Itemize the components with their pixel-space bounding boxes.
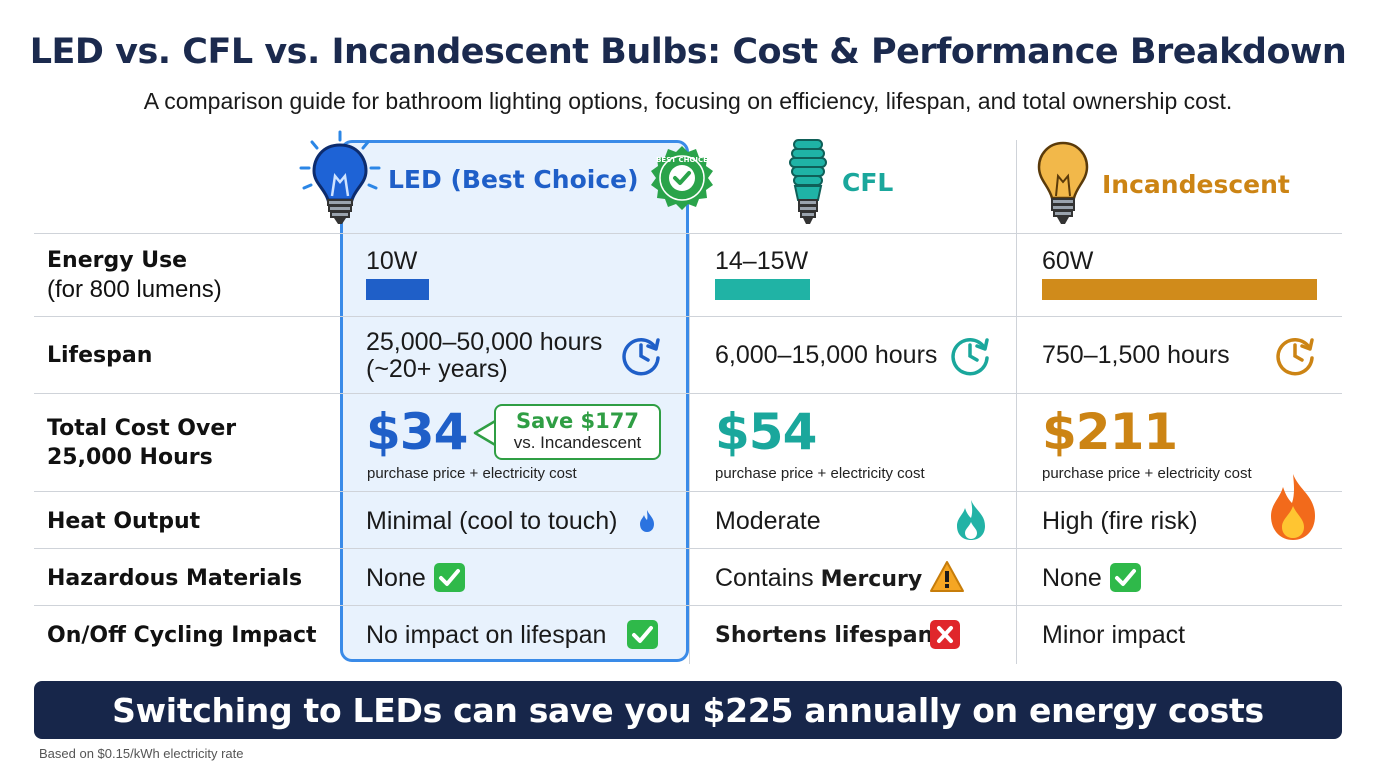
row-label-cycling-impact: On/Off Cycling Impact	[47, 623, 317, 648]
row-label-total-cost: Total Cost Over 25,000 Hours	[47, 414, 236, 472]
led-lifespan-line1: 25,000–50,000 hours	[366, 328, 603, 356]
cfl-cycling-x-icon	[930, 620, 960, 649]
cfl-clock-icon	[951, 337, 989, 376]
incandescent-column-header: Incandescent	[1034, 140, 1290, 228]
cfl-spiral-bulb-icon	[789, 139, 827, 224]
save-amount: Save $177	[516, 409, 639, 433]
cfl-hazard-value: Contains Mercury	[715, 565, 922, 593]
row-label-hazardous-materials: Hazardous Materials	[47, 566, 303, 591]
incandescent-cycling-value: Minor impact	[1042, 621, 1186, 649]
row-divider	[34, 316, 1342, 317]
small-flame-icon	[640, 510, 654, 532]
savings-banner: Switching to LEDs can save you $225 annu…	[34, 681, 1342, 739]
led-energy-value: 10W	[366, 247, 418, 275]
energy-sublabel: (for 800 lumens)	[47, 276, 222, 303]
row-divider	[34, 491, 1342, 492]
cost-label-line2: 25,000 Hours	[47, 445, 213, 470]
led-lifespan-value: 25,000–50,000 hours (~20+ years)	[366, 329, 602, 383]
row-label-heat-output: Heat Output	[47, 509, 201, 534]
cfl-hazard-mercury: Mercury	[820, 567, 923, 592]
led-energy-bar	[366, 279, 429, 300]
save-callout-pointer	[473, 418, 498, 448]
cfl-heat-value: Moderate	[715, 507, 821, 535]
row-label-lifespan: Lifespan	[47, 343, 153, 368]
best-choice-badge-text: BEST CHOICE	[656, 156, 708, 164]
cfl-energy-bar	[715, 279, 810, 300]
incandescent-hazard-check-icon	[1110, 563, 1141, 592]
led-clock-icon	[622, 337, 660, 376]
incandescent-total-cost: $211	[1042, 403, 1178, 461]
led-cost-note: purchase price + electricity cost	[367, 465, 577, 482]
incandescent-cost-note: purchase price + electricity cost	[1042, 465, 1252, 482]
divider-cfl-left	[689, 234, 690, 664]
led-hazard-value: None	[366, 564, 426, 592]
cfl-cost-note: purchase price + electricity cost	[715, 465, 925, 482]
incandescent-energy-bar	[1042, 279, 1317, 300]
row-label-energy-use: Energy Use (for 800 lumens)	[47, 246, 222, 304]
large-flame-icon	[1271, 474, 1315, 540]
cfl-hazard-prefix: Contains	[715, 564, 821, 592]
page-subtitle: A comparison guide for bathroom lighting…	[143, 88, 1233, 114]
cfl-lifespan-value: 6,000–15,000 hours	[715, 341, 938, 369]
row-divider	[34, 233, 1342, 234]
led-highlight-column	[340, 140, 689, 662]
incandescent-energy-value: 60W	[1042, 247, 1094, 275]
save-callout: Save $177 vs. Incandescent	[494, 404, 661, 460]
led-column-label: LED (Best Choice)	[388, 164, 639, 194]
cost-label-line1: Total Cost Over	[47, 416, 237, 441]
cfl-total-cost: $54	[715, 403, 817, 461]
incandescent-lifespan-value: 750–1,500 hours	[1042, 341, 1230, 369]
incandescent-clock-icon	[1276, 337, 1314, 376]
savings-banner-text: Switching to LEDs can save you $225 annu…	[112, 690, 1264, 730]
incandescent-hazard-value: None	[1042, 564, 1102, 592]
row-divider	[34, 548, 1342, 549]
incandescent-bulb-icon	[1037, 141, 1089, 224]
cfl-column-label: CFL	[842, 167, 894, 197]
electricity-rate-footnote: Based on $0.15/kWh electricity rate	[39, 746, 244, 761]
led-total-cost: $34	[366, 403, 468, 461]
page-title: LED vs. CFL vs. Incandescent Bulbs: Cost…	[29, 32, 1347, 72]
led-hazard-check-icon	[434, 563, 465, 592]
led-cycling-value: No impact on lifespan	[366, 621, 607, 649]
cfl-cycling-value: Shortens lifespan	[715, 623, 934, 648]
led-column-header: LED (Best Choice) BEST CHOICE	[298, 130, 717, 228]
led-cycling-check-icon	[627, 620, 658, 649]
led-bulb-icon	[299, 130, 381, 224]
cfl-column-header: CFL	[784, 138, 893, 228]
led-heat-value: Minimal (cool to touch)	[366, 507, 618, 535]
row-divider	[34, 393, 1342, 394]
warning-icon	[930, 561, 964, 592]
divider-incandescent-left	[1016, 140, 1017, 664]
row-divider	[34, 605, 1342, 606]
led-lifespan-line2: (~20+ years)	[366, 355, 508, 383]
save-comparison: vs. Incandescent	[513, 433, 642, 452]
medium-flame-icon	[957, 500, 985, 540]
incandescent-heat-value: High (fire risk)	[1042, 507, 1198, 535]
cfl-energy-value: 14–15W	[715, 247, 809, 275]
incandescent-column-label: Incandescent	[1102, 169, 1290, 199]
best-choice-badge-icon: BEST CHOICE	[650, 146, 713, 210]
energy-label: Energy Use	[47, 248, 188, 273]
